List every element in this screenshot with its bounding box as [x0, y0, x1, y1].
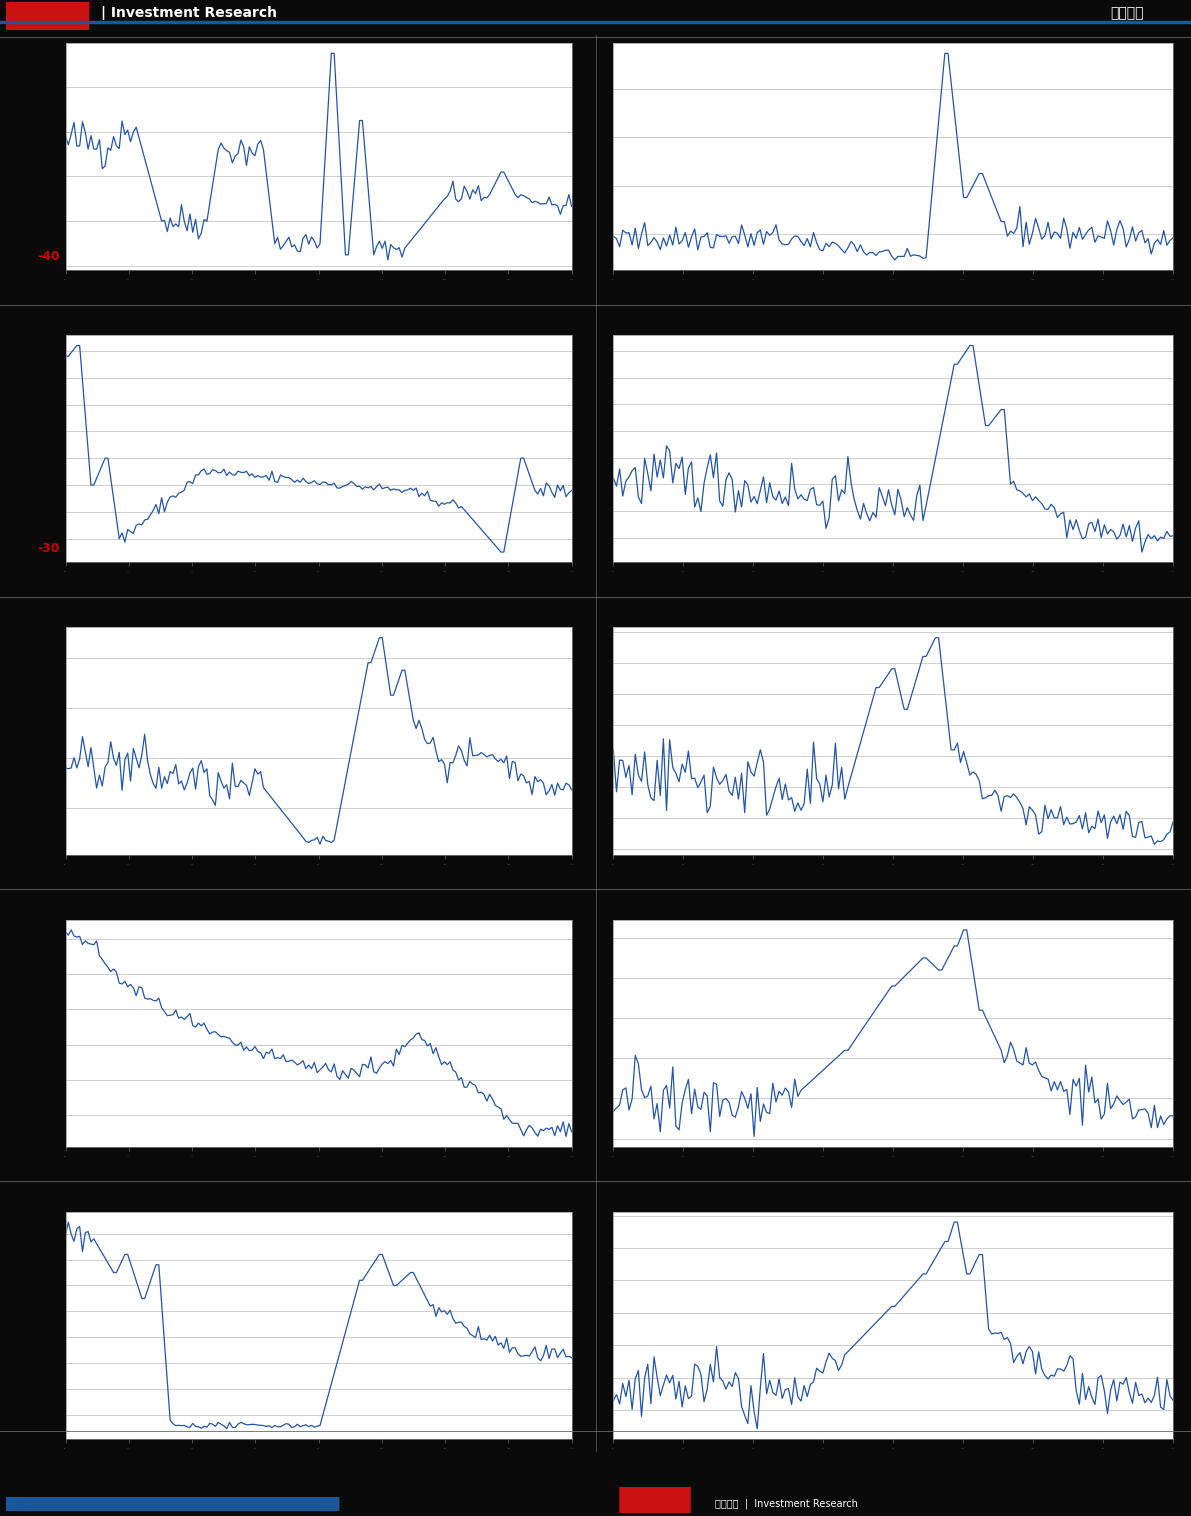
Text: -30: -30 — [37, 541, 60, 555]
Text: 估値周报: 估値周报 — [1110, 6, 1143, 20]
Text: -40: -40 — [37, 250, 60, 262]
Text: 广州万联  |  Investment Research: 广州万联 | Investment Research — [715, 1499, 858, 1510]
Text: | Investment Research: | Investment Research — [101, 6, 278, 20]
